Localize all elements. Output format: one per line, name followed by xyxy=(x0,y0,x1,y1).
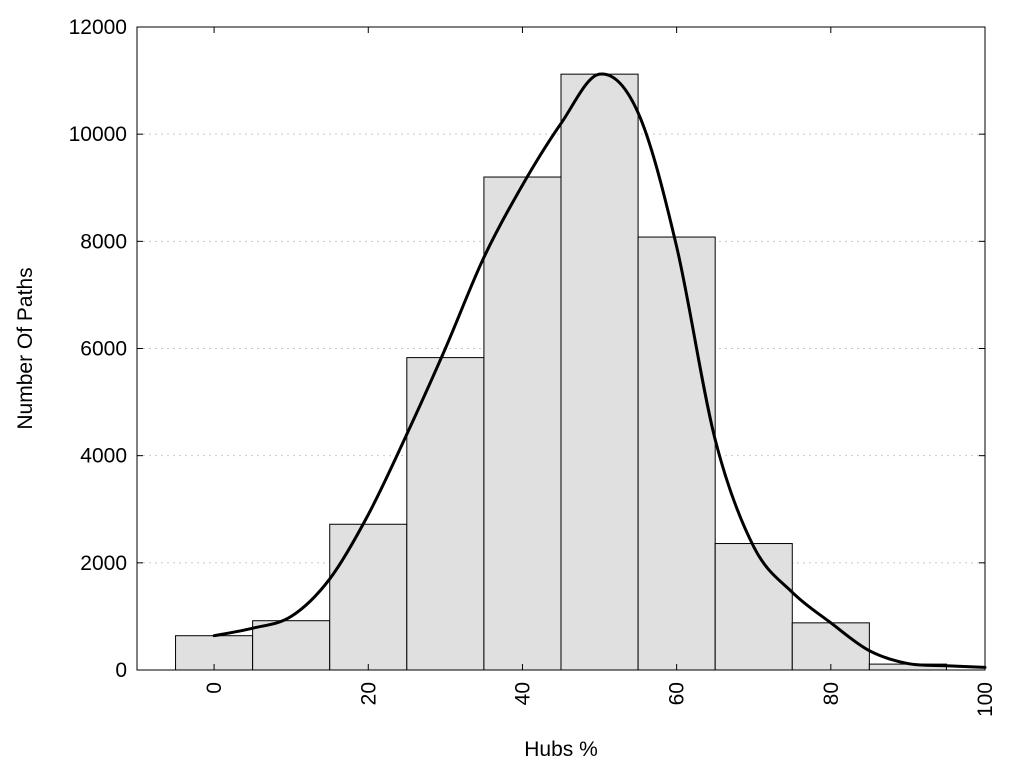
y-tick-label-4: 8000 xyxy=(80,230,127,253)
y-axis-title: Number Of Paths xyxy=(14,267,37,429)
bar-2 xyxy=(329,523,408,671)
x-tick-label-4: 80 xyxy=(820,682,843,705)
bar-1 xyxy=(252,620,331,671)
bar-4 xyxy=(483,176,562,671)
bar-3 xyxy=(406,357,485,671)
y-tick-label-2: 4000 xyxy=(80,445,127,468)
y-tick-label-3: 6000 xyxy=(80,338,127,361)
y-axis: 0 2000 4000 6000 8000 10000 12000 xyxy=(69,16,985,682)
bar-6 xyxy=(637,236,716,671)
histogram-bars xyxy=(175,73,947,671)
bar-8 xyxy=(791,622,870,671)
density-curve xyxy=(212,72,987,669)
x-axis: 0 20 40 60 80 100 xyxy=(203,27,997,717)
y-tick-label-0: 0 xyxy=(115,659,127,682)
x-axis-title: Hubs % xyxy=(524,738,598,761)
x-tick-label-0: 0 xyxy=(203,682,226,694)
x-tick-label-2: 40 xyxy=(511,682,534,705)
bar-5 xyxy=(560,73,639,671)
bar-7 xyxy=(714,543,793,671)
y-tick-label-1: 2000 xyxy=(80,552,127,575)
y-tick-label-6: 12000 xyxy=(69,16,127,39)
x-tick-label-5: 100 xyxy=(974,682,997,717)
x-tick-label-1: 20 xyxy=(357,682,380,705)
y-tick-label-5: 10000 xyxy=(69,123,127,146)
x-tick-label-3: 60 xyxy=(666,682,689,705)
